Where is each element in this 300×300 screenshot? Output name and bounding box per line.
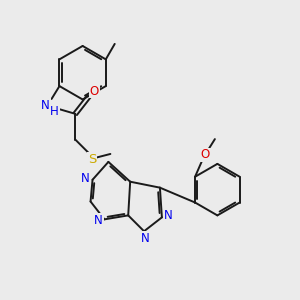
Text: S: S [88,153,96,166]
Text: N: N [164,209,172,222]
Text: N: N [141,232,149,245]
Text: N: N [41,99,50,112]
Text: N: N [81,172,90,185]
Text: N: N [94,214,103,227]
Text: O: O [89,85,99,98]
Text: O: O [200,148,210,161]
Text: H: H [50,105,59,119]
